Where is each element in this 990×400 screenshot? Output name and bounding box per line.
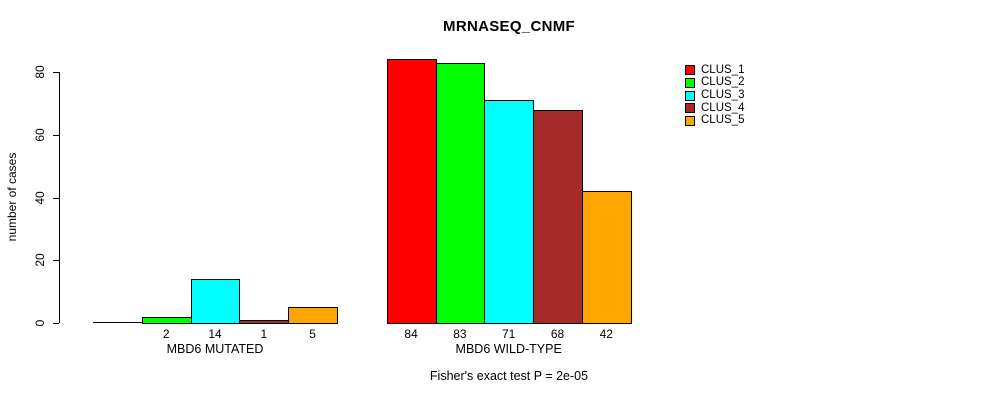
legend-label: CLUS_1: [701, 63, 745, 76]
legend-row: CLUS_5: [685, 115, 744, 128]
bar-value-label: 5: [309, 327, 316, 341]
bar-clus_3-mutated: [191, 279, 240, 324]
legend-row: CLUS_1: [685, 64, 744, 77]
legend-row: CLUS_4: [685, 102, 744, 115]
legend-label: CLUS_5: [701, 114, 745, 127]
y-axis-tick-label: 0: [33, 319, 47, 327]
bar-value-label: 2: [162, 327, 170, 341]
bar-clus_2-mutated: [142, 317, 192, 324]
y-axis-tick-label: 20: [33, 253, 47, 267]
y-axis-tick: [53, 198, 59, 199]
y-axis-tick: [53, 323, 59, 324]
group-label-mutated: MBD6 MUTATED: [166, 342, 264, 356]
legend-label: CLUS_3: [701, 88, 745, 101]
y-axis-tick-label: 80: [33, 65, 47, 79]
y-axis-tick: [53, 260, 59, 261]
group-label-wild-type: MBD6 WILD-TYPE: [455, 342, 562, 356]
bar-value-label: 84: [404, 327, 418, 341]
y-axis-tick-label: 40: [33, 191, 47, 205]
bar-value-label: 71: [502, 327, 516, 341]
y-axis-tick: [53, 135, 59, 136]
legend-row: CLUS_3: [685, 89, 744, 102]
bar-clus_2-wild-type: [436, 63, 485, 324]
fisher-test-caption: Fisher's exact test P = 2e-05: [429, 369, 589, 383]
legend-label: CLUS_2: [701, 76, 745, 89]
legend-swatch-icon: [685, 116, 695, 127]
bar-value-label: 68: [550, 327, 565, 341]
bar-clus_5-wild-type: [582, 191, 632, 324]
y-axis-tick: [53, 72, 59, 73]
chart-title: MRNASEQ_CNMF: [443, 18, 575, 35]
bar-value-label: 42: [599, 327, 613, 341]
bar-value-label: 83: [453, 327, 467, 341]
bar-clus_4-mutated: [239, 320, 289, 324]
y-axis-tick-label: 60: [33, 128, 47, 142]
bar-clus_4-wild-type: [533, 110, 583, 324]
bar-clus_3-wild-type: [484, 100, 534, 324]
legend-swatch-icon: [685, 78, 695, 89]
y-axis-label: number of cases: [5, 152, 19, 242]
bar-clus_1-wild-type: [387, 59, 437, 324]
legend: CLUS_1 CLUS_2 CLUS_3 CLUS_4 CLUS_5: [685, 64, 744, 127]
legend-row: CLUS_2: [685, 77, 744, 90]
bar-value-label: 1: [260, 327, 268, 341]
bar-clus_5-mutated: [288, 307, 338, 324]
legend-label: CLUS_4: [701, 101, 745, 114]
bar-clus_1-mutated: [93, 322, 143, 323]
legend-swatch-icon: [685, 103, 695, 114]
bar-value-label: 14: [208, 327, 222, 341]
y-axis-line: [59, 72, 60, 323]
legend-swatch-icon: [685, 90, 695, 101]
legend-swatch-icon: [685, 65, 695, 76]
